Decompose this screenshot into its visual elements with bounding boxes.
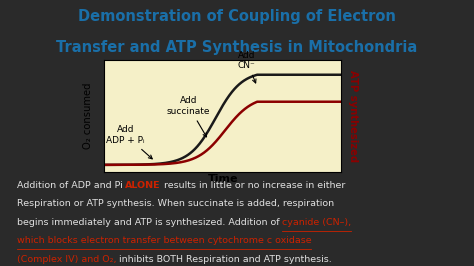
Text: results in little or no increase in either: results in little or no increase in eith… — [161, 181, 346, 190]
Text: Add
CN⁻: Add CN⁻ — [237, 51, 256, 83]
Text: (Complex IV) and O₂,: (Complex IV) and O₂, — [17, 255, 116, 264]
Text: Respiration or ATP synthesis. When succinate is added, respiration: Respiration or ATP synthesis. When succi… — [17, 200, 334, 209]
X-axis label: Time: Time — [208, 174, 238, 184]
Text: O₂ consumed: O₂ consumed — [82, 82, 93, 149]
Text: Add
succinate: Add succinate — [167, 96, 210, 137]
Text: Add
ADP + Pᵢ: Add ADP + Pᵢ — [106, 125, 152, 159]
Text: Demonstration of Coupling of Electron: Demonstration of Coupling of Electron — [78, 9, 396, 24]
Text: which blocks electron transfer between cytochrome c oxidase: which blocks electron transfer between c… — [17, 236, 311, 245]
Text: Addition of ADP and Pi: Addition of ADP and Pi — [17, 181, 125, 190]
Text: inhibits BOTH Respiration and ATP synthesis.: inhibits BOTH Respiration and ATP synthe… — [116, 255, 332, 264]
Text: cyanide (CN–),: cyanide (CN–), — [282, 218, 351, 227]
Text: ALONE: ALONE — [125, 181, 161, 190]
Text: Transfer and ATP Synthesis in Mitochondria: Transfer and ATP Synthesis in Mitochondr… — [56, 40, 418, 56]
Text: begins immediately and ATP is synthesized. Addition of: begins immediately and ATP is synthesize… — [17, 218, 282, 227]
Text: ATP synthesized: ATP synthesized — [348, 70, 358, 162]
